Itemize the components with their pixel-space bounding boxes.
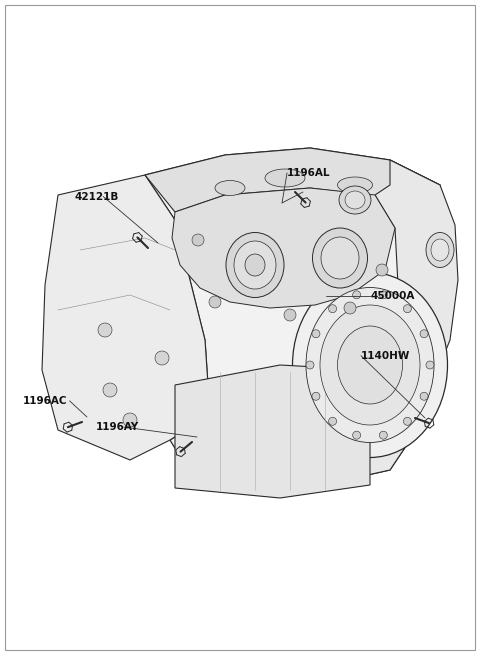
- Polygon shape: [330, 160, 458, 480]
- Text: 42121B: 42121B: [74, 191, 119, 202]
- Ellipse shape: [306, 361, 314, 369]
- Ellipse shape: [209, 296, 221, 308]
- Ellipse shape: [426, 233, 454, 267]
- Polygon shape: [175, 365, 370, 498]
- Ellipse shape: [403, 305, 411, 312]
- Ellipse shape: [123, 413, 137, 427]
- Ellipse shape: [337, 177, 372, 193]
- Text: 1196AC: 1196AC: [23, 396, 68, 406]
- Polygon shape: [145, 148, 445, 488]
- Ellipse shape: [420, 329, 428, 338]
- Ellipse shape: [403, 417, 411, 425]
- Ellipse shape: [98, 323, 112, 337]
- Ellipse shape: [329, 305, 336, 312]
- Ellipse shape: [103, 383, 117, 397]
- Text: 1196AL: 1196AL: [287, 168, 331, 178]
- Ellipse shape: [292, 272, 447, 457]
- Ellipse shape: [431, 239, 449, 261]
- Ellipse shape: [155, 351, 169, 365]
- Ellipse shape: [345, 191, 365, 209]
- Text: 1196AY: 1196AY: [96, 422, 139, 432]
- Ellipse shape: [215, 181, 245, 195]
- Ellipse shape: [339, 186, 371, 214]
- Ellipse shape: [312, 228, 368, 288]
- Polygon shape: [145, 148, 440, 212]
- Ellipse shape: [379, 431, 387, 440]
- Ellipse shape: [312, 392, 320, 400]
- Ellipse shape: [320, 305, 420, 425]
- Ellipse shape: [321, 237, 359, 279]
- Text: 1140HW: 1140HW: [361, 350, 410, 361]
- Ellipse shape: [420, 392, 428, 400]
- Ellipse shape: [379, 291, 387, 299]
- Text: 45000A: 45000A: [371, 291, 415, 301]
- Ellipse shape: [376, 264, 388, 276]
- Ellipse shape: [353, 291, 360, 299]
- Ellipse shape: [353, 431, 360, 440]
- Ellipse shape: [192, 234, 204, 246]
- Ellipse shape: [312, 329, 320, 338]
- Ellipse shape: [284, 309, 296, 321]
- Ellipse shape: [337, 326, 403, 404]
- Polygon shape: [172, 188, 395, 308]
- Ellipse shape: [265, 169, 305, 187]
- Polygon shape: [42, 175, 210, 460]
- Ellipse shape: [306, 288, 434, 443]
- Ellipse shape: [344, 302, 356, 314]
- Ellipse shape: [226, 233, 284, 297]
- Ellipse shape: [426, 361, 434, 369]
- Ellipse shape: [329, 417, 336, 425]
- Ellipse shape: [245, 254, 265, 276]
- Ellipse shape: [234, 241, 276, 289]
